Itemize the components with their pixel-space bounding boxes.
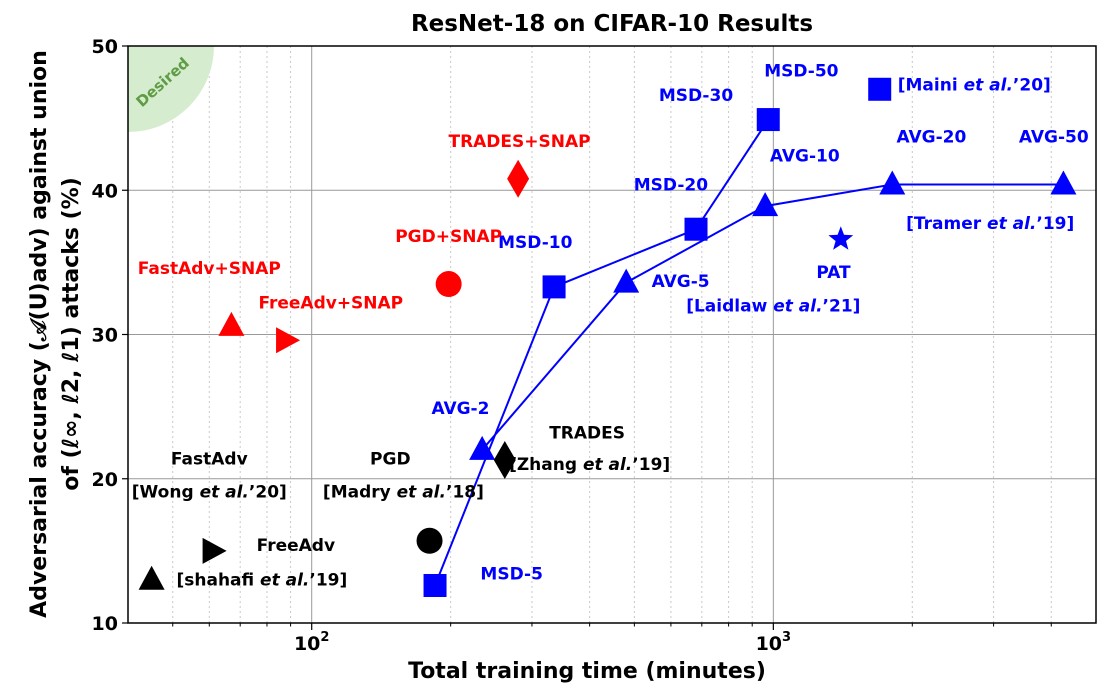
- marker-pat: [828, 226, 854, 250]
- series-lines: [434, 119, 1064, 586]
- annotation-avg-20: AVG-20: [896, 128, 966, 148]
- marker-msd-20: [684, 217, 708, 241]
- marker-freeadv-snap: [276, 327, 301, 354]
- annotation-pat: PAT: [816, 263, 851, 283]
- marker-fastadv-snap: [218, 311, 245, 336]
- y-tick-label: 10: [92, 613, 118, 635]
- marker-pgd-snap: [435, 271, 462, 298]
- x-tick-label: 103: [756, 630, 792, 655]
- y-tick-label: 40: [92, 180, 118, 202]
- annotation-freeadv-snap: FreeAdv+SNAP: [258, 294, 403, 314]
- annotation-laidlaw: [Laidlaw et al.’21]: [686, 296, 860, 316]
- annotation-trades-snap: TRADES+SNAP: [448, 132, 590, 152]
- annotation-madry: [Madry et al.’18]: [323, 483, 484, 503]
- annotation-msd-50: MSD-50: [764, 61, 838, 81]
- chart-title: ResNet-18 on CIFAR-10 Results: [411, 11, 813, 37]
- marker-fastadv: [138, 565, 165, 590]
- y-tick-label: 50: [92, 36, 118, 58]
- annotation-pgd: PGD: [370, 449, 411, 469]
- annotations: MSD-5 MSD-10 MSD-20 MSD-30 MSD-50 [Maini et a…: [132, 61, 1089, 590]
- y-tick-label: 30: [92, 325, 118, 347]
- annotation-msd-5: MSD-5: [480, 565, 542, 585]
- marker-pgd: [416, 527, 443, 554]
- marker-msd-10: [542, 275, 566, 299]
- desired-region-shape: [128, 46, 214, 132]
- marker-avg-20: [879, 170, 906, 195]
- x-axis: 102 103: [172, 623, 1052, 655]
- data-markers: [138, 77, 1077, 597]
- annotation-freeadv: FreeAdv: [257, 536, 335, 556]
- x-axis-label: Total training time (minutes): [408, 659, 766, 684]
- marker-freeadv: [202, 537, 227, 564]
- x-tick-label: 102: [294, 630, 330, 655]
- annotation-pgd-snap: PGD+SNAP: [395, 227, 502, 247]
- marker-avg-5: [613, 268, 640, 293]
- annotation-zhang: [Zhang et al.’19]: [509, 455, 670, 475]
- marker-avg-2: [469, 435, 496, 460]
- marker-avg-50: [1050, 170, 1077, 195]
- annotation-avg-5: AVG-5: [652, 272, 710, 292]
- marker-trades: [493, 440, 516, 479]
- annotation-avg-2: AVG-2: [431, 399, 489, 419]
- annotation-avg-50: AVG-50: [1019, 128, 1089, 148]
- annotation-msd-30: MSD-30: [659, 86, 733, 106]
- y-axis-label: Adversarial accuracy (𝒜(U)adv) against u…: [27, 50, 84, 618]
- annotation-avg-10: AVG-10: [770, 146, 840, 166]
- annotation-tramer: [Tramer et al.’19]: [906, 214, 1074, 234]
- y-axis-label-line2: of (ℓ∞, ℓ2, ℓ1) attacks (%): [59, 177, 84, 491]
- marker-msd-5: [423, 573, 447, 597]
- marker-msd-50: [868, 77, 892, 101]
- y-axis: 10 20 30 40 50: [92, 36, 128, 635]
- annotation-fastadv-snap: FastAdv+SNAP: [138, 259, 281, 279]
- annotation-maini: [Maini et al.’20]: [898, 76, 1051, 96]
- series-line-msd: [434, 119, 770, 586]
- marker-msd-30: [756, 108, 780, 132]
- minor-gridlines: [172, 46, 1052, 623]
- annotation-fastadv: FastAdv: [171, 449, 248, 469]
- y-axis-label-line1: Adversarial accuracy (𝒜(U)adv) against u…: [27, 50, 52, 618]
- desired-region: Desired: [128, 46, 214, 132]
- annotation-msd-20: MSD-20: [634, 175, 708, 195]
- y-tick-label: 20: [92, 469, 118, 491]
- annotation-trades: TRADES: [549, 423, 625, 443]
- annotation-wong: [Wong et al.’20]: [132, 483, 287, 503]
- annotation-msd-10: MSD-10: [498, 233, 572, 253]
- annotation-shahafi: [shahafi et al.’19]: [176, 570, 347, 590]
- marker-trades-snap: [507, 159, 530, 198]
- marker-avg-10: [752, 192, 779, 217]
